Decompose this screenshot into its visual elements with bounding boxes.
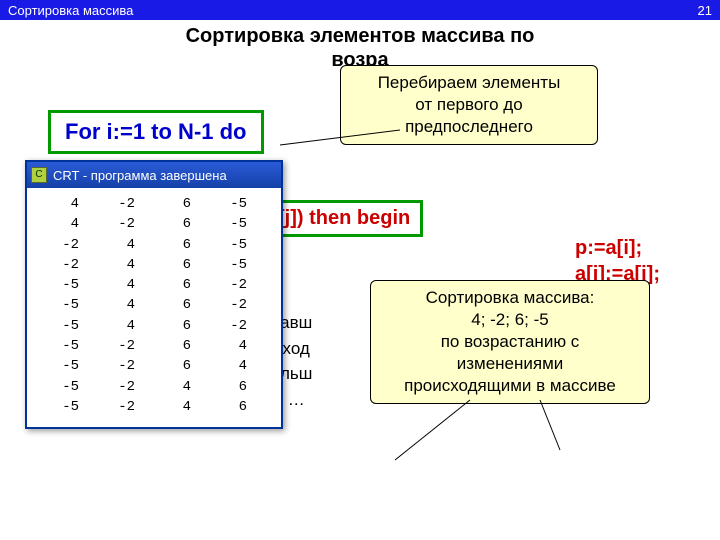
table-cell: -5 <box>199 214 255 234</box>
table-cell: 4 <box>87 255 143 275</box>
table-cell: -2 <box>87 336 143 356</box>
table-row: -546-2 <box>31 295 277 315</box>
table-cell: 4 <box>87 295 143 315</box>
crt-title: CRT - программа завершена <box>53 168 227 183</box>
slide-header: Сортировка массива 21 <box>0 0 720 20</box>
table-cell: -2 <box>87 214 143 234</box>
table-cell: -5 <box>31 356 87 376</box>
table-cell: 6 <box>143 356 199 376</box>
table-cell: -5 <box>199 235 255 255</box>
table-cell: 6 <box>143 295 199 315</box>
table-row: -5-246 <box>31 377 277 397</box>
table-cell: 6 <box>143 235 199 255</box>
table-cell: -2 <box>199 275 255 295</box>
crt-window[interactable]: C CRT - программа завершена 4-26-54-26-5… <box>25 160 283 429</box>
table-cell: 6 <box>143 275 199 295</box>
table-cell: -5 <box>31 377 87 397</box>
table-cell: -2 <box>87 377 143 397</box>
callout-iterate: Перебираем элементы от первого до предпо… <box>340 65 598 145</box>
table-row: -5-264 <box>31 356 277 376</box>
table-cell: -5 <box>199 194 255 214</box>
table-cell: 6 <box>199 377 255 397</box>
table-cell: 4 <box>87 235 143 255</box>
table-row: -5-264 <box>31 336 277 356</box>
table-cell: 4 <box>87 275 143 295</box>
table-row: 4-26-5 <box>31 214 277 234</box>
table-cell: 4 <box>87 316 143 336</box>
table-cell: -5 <box>31 275 87 295</box>
table-row: -246-5 <box>31 235 277 255</box>
table-row: -246-5 <box>31 255 277 275</box>
callout-sort-info: Сортировка массива: 4; -2; 6; -5 по возр… <box>370 280 650 404</box>
table-cell: 4 <box>199 336 255 356</box>
table-cell: -5 <box>199 255 255 275</box>
table-cell: -2 <box>87 397 143 417</box>
table-cell: -5 <box>31 295 87 315</box>
table-cell: 4 <box>143 377 199 397</box>
table-cell: -5 <box>31 336 87 356</box>
table-cell: 6 <box>143 255 199 275</box>
table-cell: -2 <box>199 316 255 336</box>
table-cell: 6 <box>143 214 199 234</box>
table-cell: -2 <box>31 235 87 255</box>
table-cell: 4 <box>31 194 87 214</box>
header-right: 21 <box>698 3 712 18</box>
partial-callout: авш ход льш … <box>280 310 312 412</box>
code-outer-for: For i:=1 to N-1 do <box>48 110 264 154</box>
table-cell: 4 <box>143 397 199 417</box>
terminal-icon: C <box>31 167 47 183</box>
table-cell: 6 <box>199 397 255 417</box>
table-row: -5-246 <box>31 397 277 417</box>
table-cell: -2 <box>199 295 255 315</box>
crt-titlebar[interactable]: C CRT - программа завершена <box>27 162 281 188</box>
table-cell: -2 <box>31 255 87 275</box>
header-left: Сортировка массива <box>8 3 133 18</box>
crt-output: 4-26-54-26-5-246-5-246-5-546-2-546-2-546… <box>27 188 281 427</box>
table-cell: -2 <box>87 356 143 376</box>
table-cell: 4 <box>31 214 87 234</box>
table-row: 4-26-5 <box>31 194 277 214</box>
table-cell: -5 <box>31 316 87 336</box>
table-row: -546-2 <box>31 275 277 295</box>
table-cell: 4 <box>199 356 255 376</box>
table-row: -546-2 <box>31 316 277 336</box>
table-cell: 6 <box>143 336 199 356</box>
table-cell: -2 <box>87 194 143 214</box>
table-cell: -5 <box>31 397 87 417</box>
table-cell: 6 <box>143 194 199 214</box>
table-cell: 6 <box>143 316 199 336</box>
